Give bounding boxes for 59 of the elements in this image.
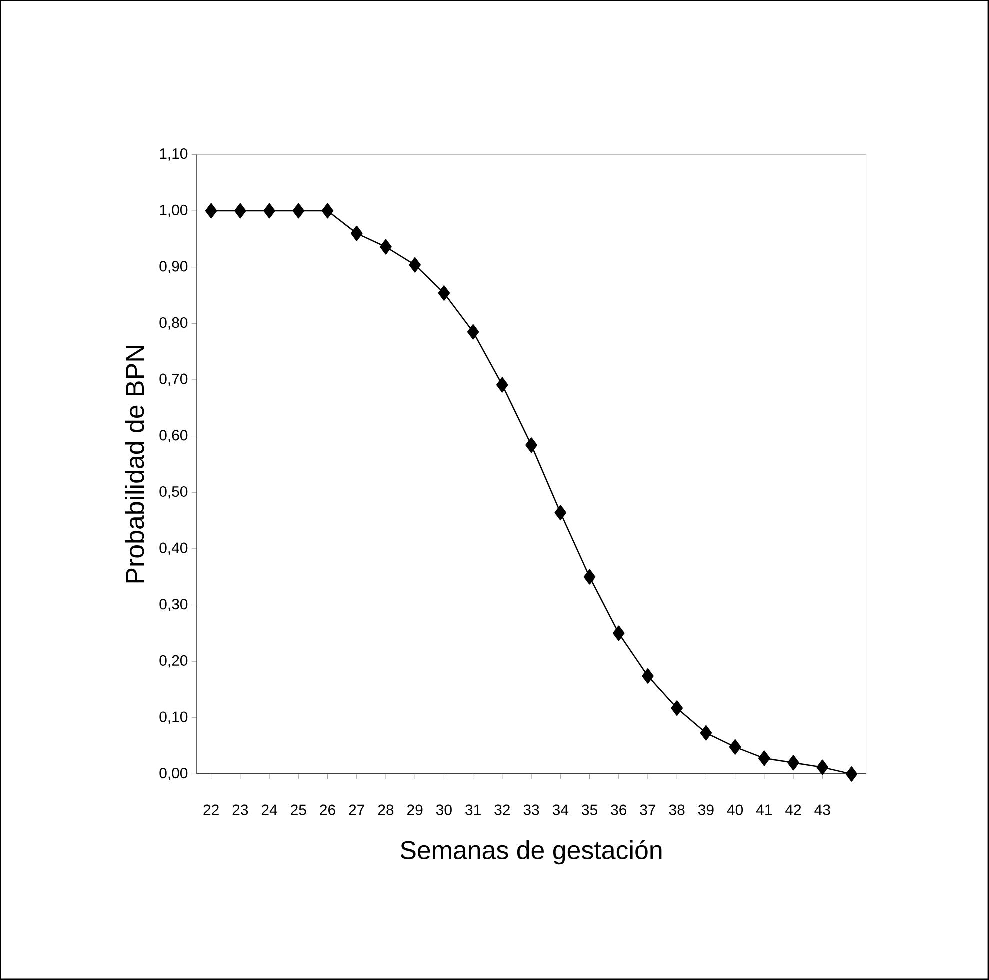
y-tick-label: 1,00	[160, 204, 188, 218]
x-tick-label: 25	[291, 804, 306, 816]
y-axis-title: Probabilidad de BPN	[125, 346, 144, 583]
y-tick-label: 0,10	[160, 712, 188, 724]
point	[671, 700, 683, 716]
point	[234, 203, 246, 219]
x-tick-label: 34	[552, 804, 569, 816]
y-tick-label: 0,60	[160, 430, 188, 442]
point	[758, 750, 770, 766]
x-tick-label: 42	[786, 804, 802, 816]
x-tick-label: 38	[669, 804, 685, 816]
y-tick-label: 0,40	[160, 542, 188, 556]
point	[526, 438, 538, 453]
point	[642, 668, 654, 684]
y-tick-label: 0,20	[160, 655, 188, 668]
point	[409, 257, 422, 273]
point	[554, 505, 567, 521]
x-tick-label: 29	[408, 804, 423, 816]
y-tick-label: 0,70	[160, 374, 188, 386]
point	[264, 203, 276, 219]
x-tick-label: 32	[494, 804, 510, 816]
y-tick-label: 1,10	[160, 148, 188, 161]
x-tick-label: 41	[756, 804, 772, 816]
point	[380, 239, 392, 255]
point	[700, 725, 712, 741]
point	[584, 569, 596, 585]
point	[467, 324, 480, 340]
x-tick-label: 22	[204, 804, 219, 816]
point	[846, 766, 858, 782]
x-axis-title: Semanas de gestación	[400, 840, 662, 865]
y-tick-label: 0,00	[160, 768, 188, 780]
y-tick-label: 0,80	[160, 317, 188, 330]
point	[292, 203, 305, 219]
x-tick-label: 31	[466, 804, 481, 816]
x-tick-label: 36	[611, 804, 627, 816]
x-tick-label: 37	[640, 804, 656, 816]
point	[729, 740, 742, 755]
x-tick-label: 33	[524, 804, 540, 816]
point	[612, 626, 625, 642]
point	[322, 203, 334, 219]
x-tick-label: 43	[814, 804, 830, 816]
y-tick-label: 0,90	[160, 261, 188, 274]
point	[350, 226, 363, 242]
x-tick-label: 26	[320, 804, 336, 816]
point	[496, 377, 508, 393]
y-tick-label: 0,30	[160, 599, 188, 612]
x-tick-label: 28	[378, 804, 394, 816]
x-tick-label: 35	[582, 804, 598, 816]
y-tick-label: 0,50	[160, 486, 188, 499]
x-tick-label: 23	[232, 804, 248, 816]
point	[788, 755, 800, 771]
x-tick-label: 40	[727, 804, 744, 816]
point	[816, 760, 829, 776]
point	[205, 203, 218, 219]
x-tick-label: 39	[698, 804, 714, 816]
x-tick-label: 24	[262, 804, 278, 816]
x-tick-label: 27	[349, 804, 364, 816]
x-tick-label: 30	[436, 804, 452, 816]
point	[438, 286, 450, 301]
